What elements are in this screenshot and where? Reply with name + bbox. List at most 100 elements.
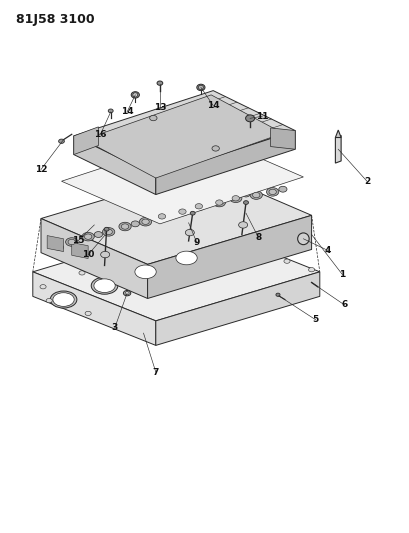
Ellipse shape [252,192,259,198]
Text: 16: 16 [94,130,106,139]
Text: 1: 1 [338,270,345,279]
Ellipse shape [297,233,308,245]
Polygon shape [335,135,340,163]
Ellipse shape [125,292,129,295]
Polygon shape [33,223,319,321]
Ellipse shape [192,202,204,211]
Text: 3: 3 [111,324,118,332]
Ellipse shape [238,222,247,228]
Ellipse shape [241,191,249,197]
Ellipse shape [58,139,64,143]
Text: 2: 2 [363,177,369,185]
Ellipse shape [46,298,52,303]
Ellipse shape [40,285,46,289]
Ellipse shape [155,212,168,221]
Ellipse shape [268,189,276,195]
Polygon shape [84,95,282,178]
Ellipse shape [68,239,75,245]
Ellipse shape [131,92,139,98]
Ellipse shape [142,219,149,224]
Ellipse shape [124,259,130,263]
Text: 12: 12 [35,165,47,174]
Ellipse shape [283,259,289,263]
Ellipse shape [135,265,156,279]
Polygon shape [41,169,311,264]
Ellipse shape [198,85,203,90]
Ellipse shape [101,252,110,258]
Ellipse shape [246,246,253,251]
Polygon shape [74,91,294,176]
Ellipse shape [196,84,204,91]
Polygon shape [74,136,155,195]
Ellipse shape [131,221,139,227]
Polygon shape [155,131,294,195]
Polygon shape [74,127,98,155]
Ellipse shape [215,200,222,205]
Ellipse shape [243,201,248,205]
Text: 11: 11 [256,112,268,120]
Ellipse shape [190,211,195,215]
Text: 6: 6 [340,301,347,309]
Ellipse shape [211,146,219,151]
Text: 14: 14 [121,108,133,116]
Ellipse shape [121,224,128,229]
Ellipse shape [176,207,188,216]
Ellipse shape [132,263,159,280]
Polygon shape [270,128,294,149]
Ellipse shape [175,251,197,265]
Polygon shape [61,134,303,224]
Text: 14: 14 [207,101,219,110]
Text: 13: 13 [153,103,166,112]
Text: 81J58 3100: 81J58 3100 [16,13,95,26]
Ellipse shape [249,191,262,199]
Ellipse shape [105,229,112,235]
Ellipse shape [149,116,157,121]
Text: 5: 5 [312,316,318,324]
Ellipse shape [50,291,77,308]
Ellipse shape [94,279,115,293]
Ellipse shape [195,204,202,209]
Text: 9: 9 [193,238,200,247]
Polygon shape [335,130,340,138]
Text: 7: 7 [152,368,159,376]
Polygon shape [33,272,155,345]
Ellipse shape [308,268,314,272]
Ellipse shape [55,244,63,250]
Ellipse shape [164,246,171,251]
Ellipse shape [82,232,94,241]
Ellipse shape [157,81,162,85]
Polygon shape [147,215,311,298]
Ellipse shape [104,227,109,231]
Text: 10: 10 [82,251,94,259]
Ellipse shape [231,196,239,201]
Ellipse shape [123,290,130,296]
Ellipse shape [119,222,131,231]
Ellipse shape [173,249,200,266]
Text: 15: 15 [72,237,84,245]
Polygon shape [47,236,63,252]
Ellipse shape [178,209,186,214]
Text: 4: 4 [324,246,330,255]
Ellipse shape [275,293,279,296]
Ellipse shape [229,194,241,203]
Ellipse shape [108,109,113,112]
Ellipse shape [213,198,225,207]
Ellipse shape [266,188,278,196]
Ellipse shape [206,235,212,239]
Ellipse shape [85,311,91,316]
Ellipse shape [65,238,78,246]
Ellipse shape [102,228,115,236]
Ellipse shape [204,200,213,207]
Ellipse shape [53,293,74,306]
Ellipse shape [185,229,194,236]
Ellipse shape [84,234,92,239]
Ellipse shape [133,93,137,97]
Ellipse shape [245,115,254,122]
Ellipse shape [158,214,165,219]
Polygon shape [72,243,88,259]
Polygon shape [41,219,147,298]
Ellipse shape [278,187,286,192]
Ellipse shape [139,217,151,226]
Ellipse shape [94,231,102,238]
Ellipse shape [79,271,85,275]
